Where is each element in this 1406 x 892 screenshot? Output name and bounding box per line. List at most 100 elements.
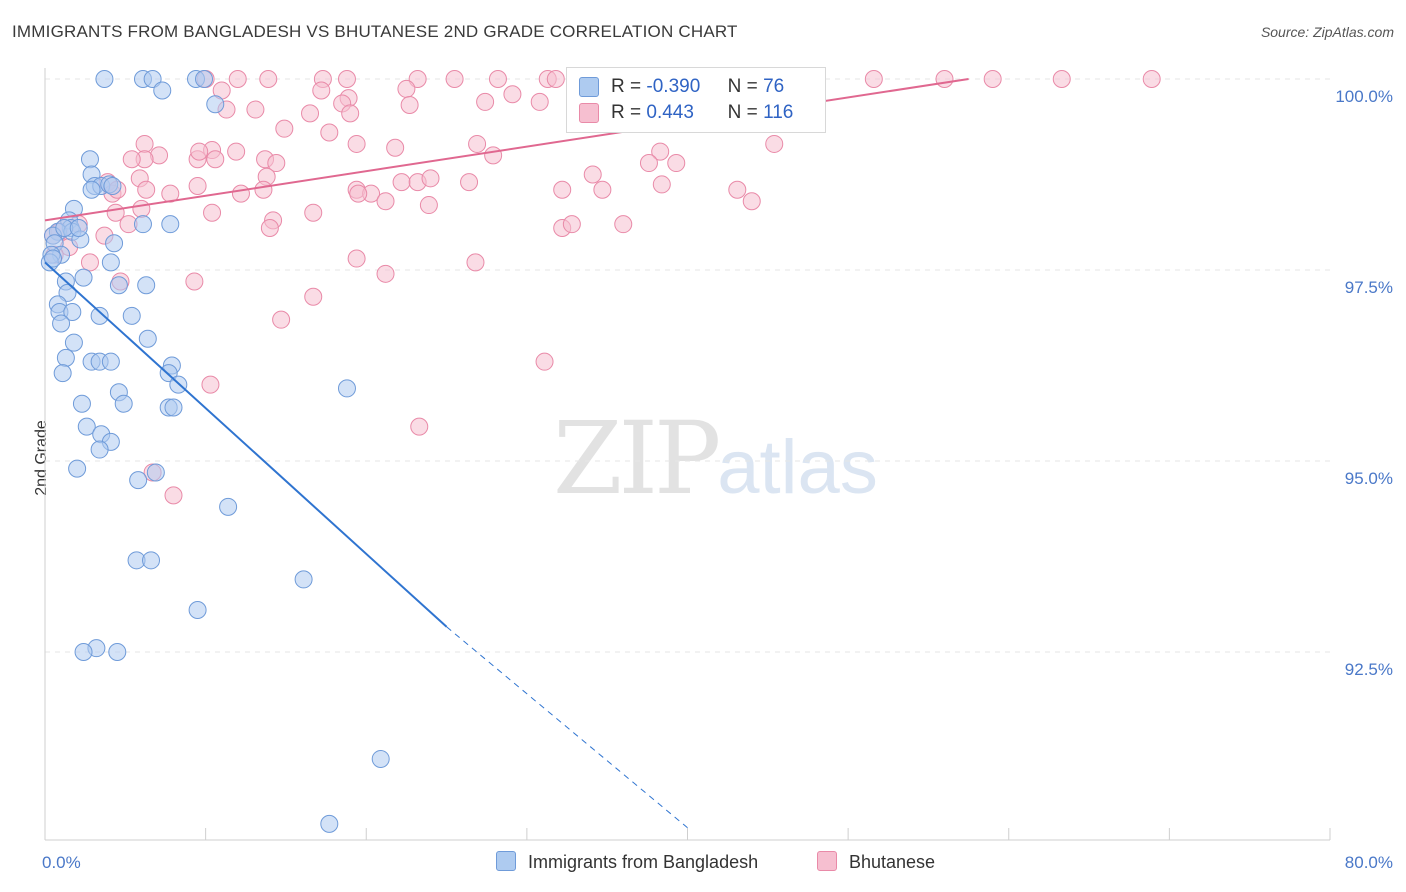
trendline-bangladesh-extension [446, 626, 688, 829]
point-bhutanese [562, 215, 581, 234]
point-bangladesh [153, 81, 172, 100]
point-bangladesh [146, 463, 165, 482]
point-bangladesh [114, 394, 133, 413]
point-bhutanese [583, 165, 602, 184]
y-tick-label: 92.5% [1344, 660, 1393, 679]
legend-r-label: R = [611, 76, 642, 97]
point-bhutanese [935, 70, 954, 88]
point-bhutanese [488, 70, 507, 88]
point-bhutanese [652, 175, 671, 194]
point-bangladesh [188, 600, 207, 619]
stats-legend: R = -0.390 N = 76 R = 0.443 N = 116 [566, 67, 826, 133]
legend-row-bangladesh: R = -0.390 N = 76 [579, 76, 784, 100]
point-bangladesh [133, 215, 152, 234]
point-bangladesh [108, 643, 127, 661]
point-bhutanese [667, 154, 686, 173]
point-bangladesh [320, 814, 339, 833]
point-bhutanese [312, 81, 331, 100]
point-bangladesh [82, 180, 101, 199]
point-bhutanese [593, 180, 612, 199]
legend-r-value: -0.390 [646, 76, 701, 97]
point-bhutanese [1142, 70, 1161, 88]
point-bangladesh [143, 70, 162, 88]
point-bhutanese [132, 199, 151, 218]
point-bhutanese [228, 70, 247, 88]
point-bangladesh [90, 306, 109, 325]
point-bhutanese [320, 123, 339, 142]
point-bangladesh [90, 440, 109, 459]
point-bhutanese [376, 192, 395, 211]
point-bhutanese [267, 154, 286, 173]
legend-item-bangladesh[interactable]: Immigrants from Bangladesh [496, 851, 758, 873]
point-bhutanese [137, 180, 156, 199]
y-tick-label: 97.5% [1344, 278, 1393, 297]
point-bhutanese [651, 142, 670, 161]
legend-n-value: 76 [763, 76, 785, 97]
point-bangladesh [138, 329, 157, 348]
point-bhutanese [1052, 70, 1071, 88]
y-tick-label: 100.0% [1335, 87, 1393, 106]
point-bhutanese [535, 352, 554, 371]
chart-title: IMMIGRANTS FROM BANGLADESH VS BHUTANESE … [12, 22, 738, 41]
legend-swatch-bangladesh [579, 76, 599, 97]
point-bhutanese [341, 104, 360, 123]
point-bhutanese [466, 253, 485, 272]
point-bhutanese [408, 70, 427, 88]
point-bhutanese [397, 79, 416, 98]
point-bangladesh [206, 95, 225, 114]
point-bangladesh [122, 306, 141, 325]
point-bhutanese [80, 253, 99, 272]
point-bhutanese [259, 70, 278, 88]
point-bhutanese [337, 70, 356, 88]
point-bhutanese [445, 70, 464, 88]
point-bangladesh [219, 497, 238, 516]
point-bangladesh [109, 276, 128, 295]
point-bangladesh [44, 249, 63, 268]
point-bhutanese [122, 150, 141, 169]
point-bhutanese [614, 215, 633, 234]
legend-item-bhutanese[interactable]: Bhutanese [817, 851, 935, 873]
point-bangladesh [161, 215, 180, 234]
point-bangladesh [80, 150, 99, 169]
watermark: ZIPatlas [553, 400, 878, 517]
point-bhutanese [231, 184, 250, 203]
legend-n-value: 116 [763, 102, 794, 123]
legend-n-label: N = [727, 76, 758, 97]
point-bhutanese [392, 173, 411, 192]
watermark-zip: ZIP [553, 400, 721, 517]
point-bangladesh [371, 749, 390, 768]
point-bhutanese [421, 169, 440, 188]
point-bhutanese [190, 142, 209, 161]
point-bhutanese [272, 310, 291, 329]
point-bhutanese [400, 95, 419, 114]
point-bangladesh [69, 218, 88, 237]
point-bangladesh [294, 570, 313, 589]
point-bhutanese [553, 180, 572, 199]
watermark-atlas: atlas [717, 425, 878, 510]
legend-r-label: R = [611, 102, 642, 123]
point-bhutanese [484, 146, 503, 165]
point-bhutanese [188, 176, 207, 195]
x-tick-label: 0.0% [42, 853, 81, 872]
point-bhutanese [227, 142, 246, 161]
point-bhutanese [468, 134, 487, 153]
point-bangladesh [56, 348, 75, 367]
point-bhutanese [301, 104, 320, 123]
point-bhutanese [254, 180, 273, 199]
point-bhutanese [260, 218, 279, 237]
point-bhutanese [476, 92, 495, 111]
point-bhutanese [206, 150, 225, 169]
point-bhutanese [185, 272, 204, 291]
legend-row-bhutanese: R = 0.443 N = 116 [579, 102, 793, 126]
y-tick-label: 95.0% [1344, 469, 1393, 488]
x-tick-label: 80.0% [1344, 853, 1393, 872]
point-bhutanese [419, 196, 438, 215]
point-bangladesh [164, 398, 183, 417]
point-bangladesh [195, 70, 214, 88]
point-bangladesh [105, 234, 124, 253]
point-bhutanese [728, 180, 747, 199]
point-bangladesh [95, 70, 114, 88]
point-bhutanese [546, 70, 565, 88]
point-bangladesh [77, 417, 96, 436]
